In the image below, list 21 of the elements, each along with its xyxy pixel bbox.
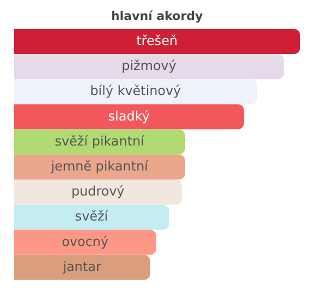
bar bbox=[14, 254, 150, 280]
bar bbox=[14, 129, 186, 154]
y-tick-label: třešeň bbox=[136, 34, 178, 49]
y-tick-label: ovocný bbox=[62, 234, 109, 250]
y-tick-label: pižmový bbox=[122, 59, 177, 74]
y-tick-label: jemně pikantní bbox=[50, 160, 148, 174]
y-tick-label: pudrový bbox=[71, 184, 125, 200]
y-tick-label: jantar bbox=[62, 260, 102, 275]
bar bbox=[14, 54, 284, 80]
bar bbox=[14, 104, 244, 130]
y-tick-label: svěží bbox=[75, 210, 108, 225]
bar bbox=[14, 180, 182, 205]
bar bbox=[14, 79, 258, 104]
y-tick-label: svěží pikantní bbox=[54, 134, 145, 150]
bar bbox=[14, 230, 156, 255]
bar bbox=[14, 204, 170, 230]
bar bbox=[14, 29, 300, 54]
y-tick-label: bílý květinový bbox=[90, 84, 182, 100]
bar bbox=[14, 154, 186, 180]
y-tick-label: sladký bbox=[108, 109, 150, 124]
chart-title: hlavní akordy bbox=[110, 8, 204, 25]
